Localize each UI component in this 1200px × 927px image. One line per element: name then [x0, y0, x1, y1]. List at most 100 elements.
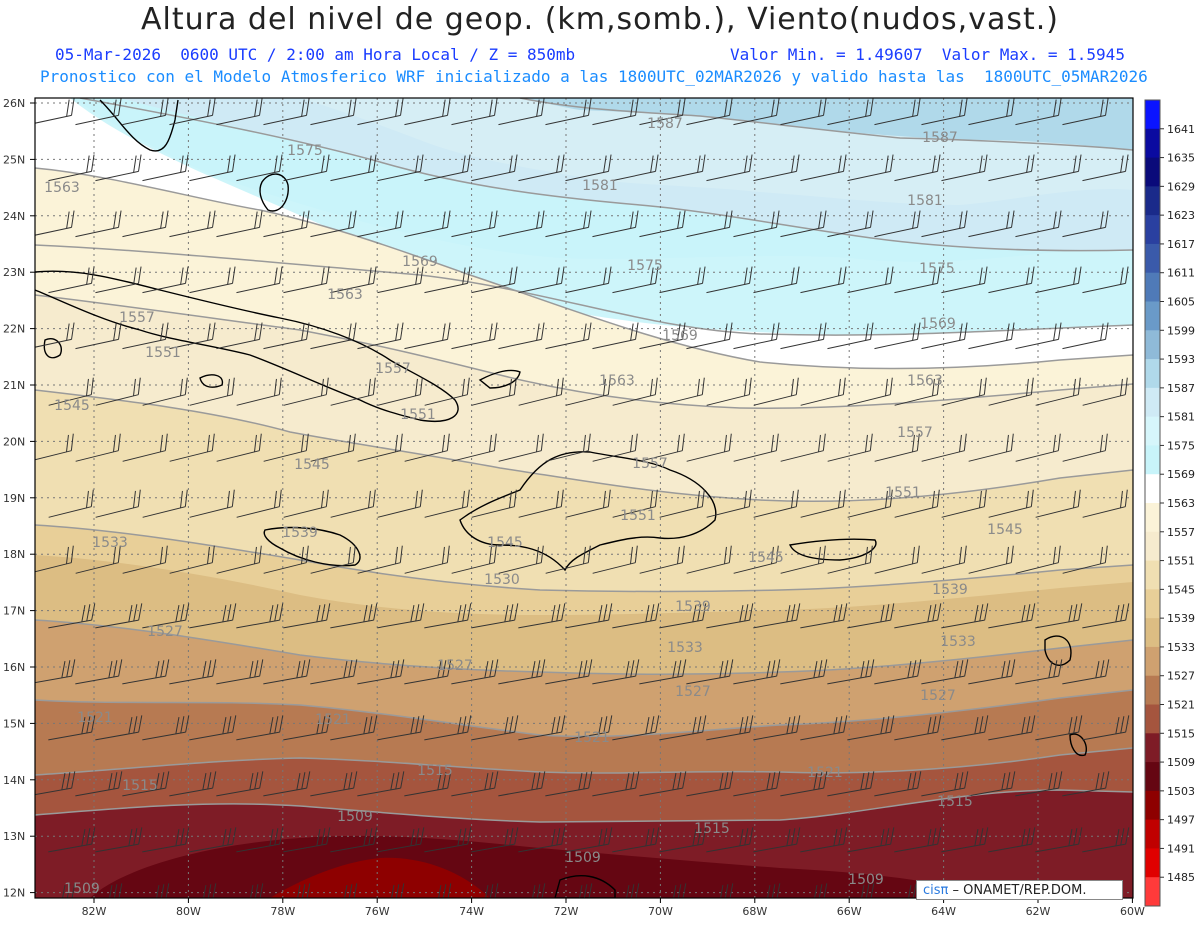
wind-barb [310, 771, 358, 797]
wind-barb [48, 827, 96, 853]
wind-barb [733, 771, 781, 797]
wind-barb [404, 659, 452, 685]
colorbar-swatch [1145, 157, 1160, 187]
colorbar-label: 1533 [1167, 641, 1195, 654]
wind-barb [310, 322, 357, 350]
wind-barb [518, 489, 564, 518]
wind-barb [390, 883, 405, 898]
wind-barb [968, 771, 1016, 797]
wind-barb [283, 603, 331, 629]
wind-barb [498, 210, 545, 238]
colorbar-swatch [1145, 128, 1160, 159]
longitude-labels: 82W 80W 78W 76W 74W 72W 70W 68W 66W 64W 62W 60W [82, 898, 1145, 918]
longitude-label: 70W [648, 905, 673, 918]
colorbar-swatch [1145, 848, 1160, 878]
wind-barb [827, 210, 874, 238]
cispi-logo-icon: cisπ [923, 883, 949, 898]
wind-barb [202, 883, 217, 898]
latitude-label: 14N [3, 774, 25, 787]
contour-label: 1557 [119, 310, 155, 326]
wind-barb [518, 377, 564, 406]
wind-barb [706, 827, 754, 853]
contour-label: 1539 [282, 525, 318, 541]
colorbar-swatch [1145, 675, 1160, 705]
latitude-label: 12N [3, 887, 25, 900]
colorbar-label: 1503 [1167, 785, 1195, 798]
colorbar-label: 1617 [1167, 238, 1195, 251]
wind-barb [142, 377, 188, 406]
colorbar-swatch [1145, 387, 1160, 418]
latitude-labels: 26N 25N 24N 23N 22N 21N 20N 19N 18N 17N 16N 15N 14N 1… [3, 97, 35, 900]
contour-label: 1527 [675, 684, 711, 700]
wind-barb [377, 715, 425, 741]
wind-barb [189, 266, 236, 294]
wind-barb [753, 489, 799, 518]
wind-barb [639, 433, 685, 462]
colorbar-swatch [1145, 416, 1160, 446]
wind-barb [1062, 545, 1108, 574]
wind-barb [404, 433, 450, 462]
wind-barb [565, 266, 612, 294]
wind-barb [733, 545, 779, 574]
map-title: Altura del nivel de geop. (km,somb.), Vi… [141, 2, 1059, 37]
wind-barb [236, 827, 284, 853]
wind-barb [122, 545, 168, 574]
wind-barb [847, 489, 893, 518]
longitude-label: 60W [1120, 905, 1145, 918]
wind-barb [988, 266, 1035, 294]
wind-barb [921, 210, 968, 238]
wind-barb [471, 377, 517, 406]
wind-barb [263, 659, 311, 685]
wind-barb [847, 827, 895, 853]
wind-barb [471, 154, 518, 182]
wind-barb [733, 433, 779, 462]
wind-barb [545, 433, 591, 462]
wind-barb [847, 266, 894, 294]
wind-barb [249, 883, 264, 898]
contour-label: 1563 [327, 287, 363, 303]
wind-barb [189, 154, 236, 182]
wind-barb [988, 603, 1036, 629]
wind-barb [847, 154, 894, 182]
wind-barb [639, 659, 687, 685]
colorbar-label: 1623 [1167, 209, 1195, 222]
contour-label: 1551 [620, 508, 656, 524]
wind-barb [404, 322, 451, 350]
wind-barb [827, 433, 873, 462]
wind-barb [639, 771, 687, 797]
wind-barb [35, 98, 75, 126]
wind-barb [659, 266, 706, 294]
wind-barb [283, 154, 330, 182]
latitude-label: 24N [3, 210, 25, 223]
wind-barb [95, 377, 141, 406]
wind-barb [283, 715, 331, 741]
wind-barb [471, 266, 518, 294]
colorbar-swatch [1145, 877, 1160, 907]
wind-barb [155, 883, 170, 898]
wind-barb [189, 603, 237, 629]
wind-barb [612, 266, 659, 294]
wind-barb [169, 322, 216, 350]
contour-label: 1557 [375, 361, 411, 377]
wind-barb [330, 377, 376, 406]
wind-barb [753, 827, 801, 853]
wind-barb [377, 603, 425, 629]
wind-barb [941, 154, 988, 182]
wind-barb [95, 603, 143, 629]
wind-barb [780, 98, 827, 126]
wind-barb [1015, 322, 1062, 350]
wind-barb [310, 433, 356, 462]
wind-barb [471, 489, 517, 518]
wind-barb [578, 883, 593, 898]
wind-barb [639, 545, 685, 574]
contour-label: 1521 [574, 730, 610, 746]
contour-label: 1563 [599, 373, 635, 389]
contour-label: 1557 [632, 456, 668, 472]
wind-barb [310, 210, 357, 238]
wind-barb [531, 883, 546, 898]
contour-label: 1557 [897, 425, 933, 441]
colorbar-swatch [1145, 762, 1160, 792]
wind-barb [874, 545, 920, 574]
colorbar-label: 1635 [1167, 152, 1195, 165]
wind-barb [968, 545, 1014, 574]
